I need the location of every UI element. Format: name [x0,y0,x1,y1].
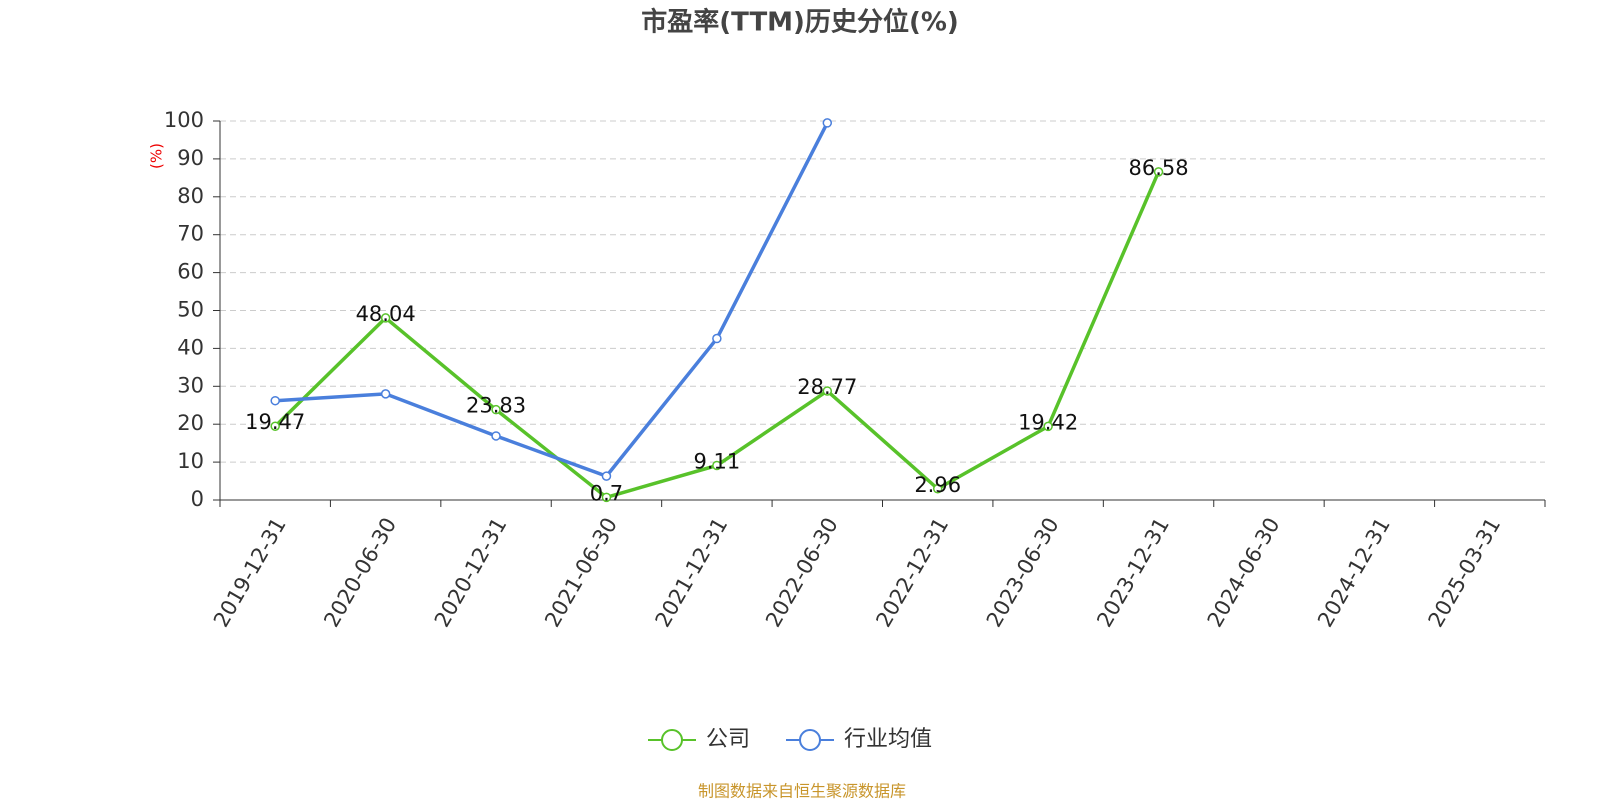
source-note: 制图数据来自恒生聚源数据库 [698,782,906,801]
data-point [601,471,612,481]
data-point [601,492,612,503]
x-tick-label: 2019-12-31 [209,514,291,632]
x-tick-label: 2022-06-30 [761,514,843,632]
y-tick-label: 20 [177,411,204,435]
data-point [380,313,391,323]
x-tick-label: 2020-12-31 [430,514,512,632]
y-tick-label: 40 [177,335,204,359]
x-tick-label: 2023-06-30 [982,514,1064,632]
data-point [1153,167,1164,177]
data-label: 0.7 [590,481,623,505]
y-tick-label: 80 [177,184,204,208]
data-label: 2.96 [914,473,961,497]
x-tick-label: 2023-12-31 [1092,514,1174,632]
legend-label: 公司 [706,727,750,752]
data-point [380,389,391,399]
x-tick-label: 2024-06-30 [1203,514,1285,632]
data-label: 19.47 [245,410,305,434]
data-label: 28.77 [797,375,857,399]
y-tick-label: 10 [177,449,204,473]
y-tick-label: 30 [177,373,204,397]
y-tick-label: 70 [177,222,204,246]
y-axis-label: (%) [148,143,166,169]
y-tick-label: 90 [177,146,204,170]
data-label: 9.11 [693,449,740,473]
data-point [822,118,833,128]
data-point [491,431,501,441]
data-point [491,404,501,415]
data-point [712,460,722,471]
x-tick-label: 2021-12-31 [651,514,733,632]
data-point [712,333,722,344]
series-line [275,122,829,479]
data-label: 23.83 [466,394,526,418]
x-tick-label: 2024-12-31 [1313,514,1395,632]
data-label: 86.58 [1128,156,1188,180]
x-tick-label: 2021-06-30 [540,514,622,632]
chart-title: 市盈率(TTM)历史分位(%) [641,7,959,38]
data-point [1043,421,1053,432]
data-point [270,395,280,406]
x-tick-label: 2022-12-31 [871,514,953,632]
data-label: 48.04 [356,302,416,326]
y-tick-label: 100 [164,108,204,132]
legend-label: 行业均值 [844,727,932,752]
data-point [270,421,280,431]
data-point [822,386,833,396]
data-point [932,484,943,494]
y-tick-label: 60 [177,260,204,284]
legend-marker [661,729,683,751]
y-tick-label: 0 [191,487,204,511]
y-tick-label: 50 [177,298,204,322]
x-tick-label: 2025-03-31 [1424,514,1506,632]
data-label: 19.42 [1018,410,1078,434]
x-tick-label: 2020-06-30 [319,514,401,632]
legend-marker [799,729,821,751]
